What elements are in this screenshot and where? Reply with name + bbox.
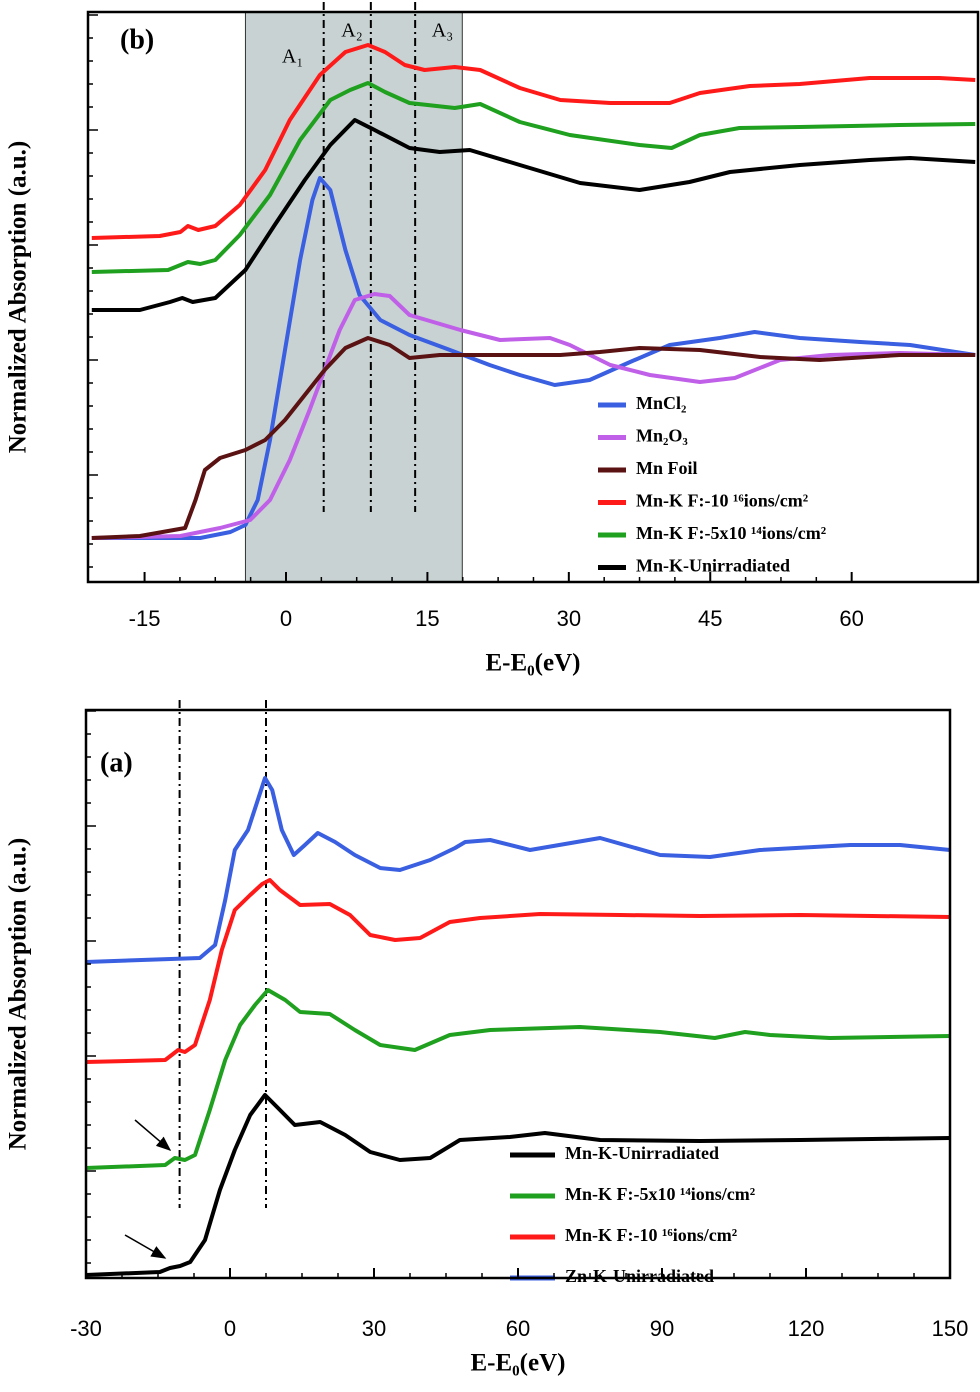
x-tick-label: 90 bbox=[650, 1316, 674, 1341]
x-tick-label: 60 bbox=[839, 606, 863, 631]
x-axis-title: E-E₀(eV) bbox=[471, 1350, 566, 1377]
annotation: A₃ bbox=[432, 20, 453, 42]
arrow bbox=[124, 1234, 167, 1259]
series-line bbox=[85, 878, 951, 1064]
y-axis-title: Normalized Absorption (a.u.) bbox=[5, 838, 32, 1151]
x-tick-label: 150 bbox=[932, 1316, 969, 1341]
x-tick-label: 120 bbox=[788, 1316, 825, 1341]
arrow bbox=[134, 1119, 172, 1151]
series-line bbox=[91, 336, 976, 540]
legend-label: Mn-K F:-10 ¹⁶ions/cm² bbox=[565, 1225, 737, 1245]
legend-label: Mn-K F:-10 ¹⁶ions/cm² bbox=[636, 491, 808, 511]
legend-label: Mn Foil bbox=[636, 458, 698, 478]
annotation: A₂ bbox=[341, 20, 362, 42]
panel-label: (b) bbox=[120, 24, 154, 55]
series-line bbox=[85, 988, 951, 1170]
annotation: A₁ bbox=[282, 46, 303, 68]
legend-label: Mn-K F:-5x10 ¹⁴ions/cm² bbox=[636, 523, 826, 543]
panel-label: (a) bbox=[100, 747, 133, 778]
series-line bbox=[91, 118, 976, 312]
y-axis-title: Normalized Absorption (a.u.) bbox=[5, 141, 32, 454]
legend-label: Mn-K-Unirradiated bbox=[565, 1143, 719, 1163]
x-tick-label: -15 bbox=[129, 606, 161, 631]
shaded-region bbox=[244, 11, 463, 583]
x-tick-label: 60 bbox=[506, 1316, 530, 1341]
series-line bbox=[85, 1093, 951, 1277]
x-tick-label: 15 bbox=[415, 606, 439, 631]
x-tick-label: 45 bbox=[698, 606, 722, 631]
legend-label: Zn-K-Unirradiated bbox=[565, 1266, 714, 1286]
x-axis-title: E-E₀(eV) bbox=[486, 650, 581, 677]
legend-label: Mn-K F:-5x10 ¹⁴ions/cm² bbox=[565, 1184, 755, 1204]
chart: MnCl₂ Mn₂O₃ Mn Foil Mn-K F:-10 ¹⁶ions/cm² Mn… bbox=[5, 2, 980, 677]
legend-label: Mn-K-Unirradiated bbox=[636, 556, 790, 576]
series-line bbox=[85, 776, 951, 964]
chart: Mn-K-Unirradiated Mn-K F:-5x10 ¹⁴ions/cm²… bbox=[5, 700, 969, 1377]
x-tick-label: 0 bbox=[280, 606, 292, 631]
x-tick-label: 30 bbox=[557, 606, 581, 631]
x-tick-label: -30 bbox=[70, 1316, 102, 1341]
plot-frame bbox=[84, 708, 952, 1280]
x-tick-label: 0 bbox=[224, 1316, 236, 1341]
series-line bbox=[91, 43, 976, 240]
legend-label: MnCl₂ bbox=[636, 393, 686, 413]
series-line bbox=[91, 81, 976, 274]
x-tick-label: 30 bbox=[362, 1316, 386, 1341]
series-line bbox=[91, 292, 976, 540]
legend-label: Mn₂O₃ bbox=[636, 426, 688, 446]
plot-frame bbox=[86, 10, 980, 584]
series-line bbox=[91, 176, 976, 540]
